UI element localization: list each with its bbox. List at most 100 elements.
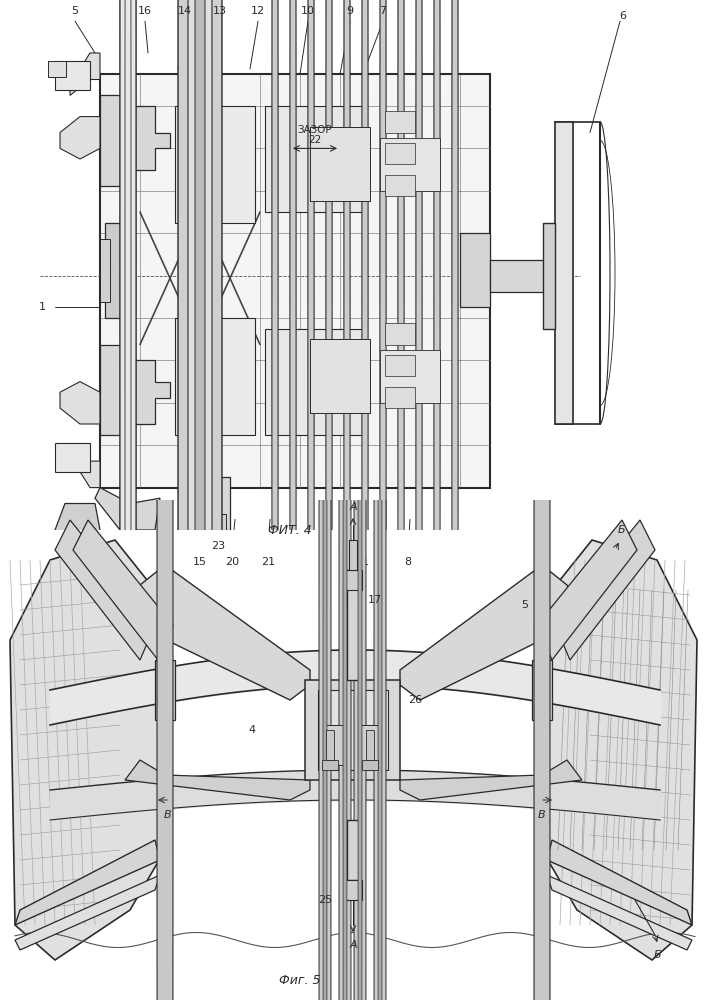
Circle shape [374, 0, 386, 1000]
Text: 26: 26 [408, 695, 422, 705]
Polygon shape [400, 760, 582, 800]
Circle shape [178, 0, 222, 1000]
Text: 1: 1 [38, 302, 45, 312]
Bar [344, 570, 362, 590]
Text: 12: 12 [251, 6, 265, 16]
Bar [347, 570, 359, 680]
Text: В: В [538, 810, 546, 820]
Circle shape [534, 0, 550, 1000]
Polygon shape [60, 382, 100, 424]
Circle shape [354, 0, 366, 1000]
Polygon shape [537, 520, 637, 660]
Circle shape [344, 0, 350, 1000]
Bar [543, 223, 555, 329]
Polygon shape [100, 95, 170, 186]
Circle shape [416, 0, 422, 1000]
Text: 14: 14 [178, 6, 192, 16]
Bar [460, 233, 490, 307]
Text: 23: 23 [211, 541, 225, 551]
Polygon shape [547, 875, 692, 950]
Bar [214, 514, 226, 541]
Polygon shape [15, 840, 160, 925]
Text: 25: 25 [318, 895, 332, 905]
Bar [100, 74, 490, 488]
Polygon shape [400, 565, 582, 700]
Bar [385, 355, 415, 376]
Circle shape [362, 0, 368, 1000]
Bar [490, 260, 545, 292]
Bar [105, 223, 135, 318]
Bar [155, 660, 175, 720]
Polygon shape [100, 344, 170, 435]
Circle shape [290, 0, 296, 1000]
Circle shape [272, 0, 278, 1000]
Bar [305, 680, 400, 780]
Bar [362, 760, 378, 770]
Polygon shape [15, 875, 160, 950]
Circle shape [323, 0, 327, 1000]
Circle shape [195, 0, 205, 1000]
Bar [380, 138, 440, 191]
Text: 20: 20 [225, 557, 239, 567]
Circle shape [120, 0, 136, 1000]
Bar [48, 61, 66, 77]
Text: 11: 11 [356, 557, 370, 567]
Circle shape [434, 0, 440, 1000]
Circle shape [398, 0, 404, 1000]
Polygon shape [55, 504, 100, 556]
Text: А: А [349, 502, 357, 512]
Circle shape [434, 0, 440, 1000]
Text: 13: 13 [213, 6, 227, 16]
Circle shape [326, 0, 332, 1000]
Bar [326, 730, 334, 760]
Text: 6: 6 [619, 11, 626, 21]
Circle shape [343, 0, 347, 1000]
Bar [100, 238, 110, 302]
Polygon shape [125, 565, 310, 700]
Bar [380, 350, 440, 403]
Polygon shape [555, 520, 655, 660]
Circle shape [344, 0, 350, 1000]
Bar [265, 329, 365, 435]
Polygon shape [70, 445, 100, 488]
Circle shape [398, 0, 404, 1000]
Text: 22: 22 [308, 135, 322, 145]
Circle shape [120, 0, 136, 1000]
Text: В: В [164, 810, 172, 820]
Bar [265, 106, 365, 212]
Bar [55, 61, 90, 90]
Bar [175, 318, 255, 435]
Text: 7: 7 [380, 6, 387, 16]
Circle shape [319, 0, 331, 1000]
Bar [385, 175, 415, 196]
Text: Б: Б [618, 525, 626, 535]
Circle shape [452, 0, 458, 1000]
Polygon shape [55, 520, 155, 660]
Bar [310, 127, 370, 201]
Bar [385, 323, 415, 344]
Text: А: А [349, 940, 357, 950]
Circle shape [290, 0, 296, 1000]
Bar [349, 540, 357, 570]
Text: 4: 4 [248, 725, 255, 735]
Bar [347, 820, 359, 880]
Text: 16: 16 [138, 6, 152, 16]
Text: Б: Б [654, 950, 662, 960]
Circle shape [188, 0, 212, 1000]
Bar [360, 725, 380, 765]
Bar [555, 122, 573, 424]
Text: 9: 9 [346, 6, 354, 16]
Polygon shape [125, 760, 310, 800]
Circle shape [308, 0, 314, 1000]
Text: 5: 5 [522, 600, 529, 610]
Bar [322, 760, 338, 770]
Circle shape [339, 0, 351, 1000]
Text: ЗАЗОР: ЗАЗОР [298, 125, 332, 135]
Bar [532, 660, 552, 720]
Text: ФИТ. 4: ФИТ. 4 [268, 524, 312, 536]
Text: 10: 10 [301, 6, 315, 16]
Circle shape [452, 0, 458, 1000]
Circle shape [358, 0, 362, 1000]
Polygon shape [10, 540, 165, 960]
Circle shape [308, 0, 314, 1000]
